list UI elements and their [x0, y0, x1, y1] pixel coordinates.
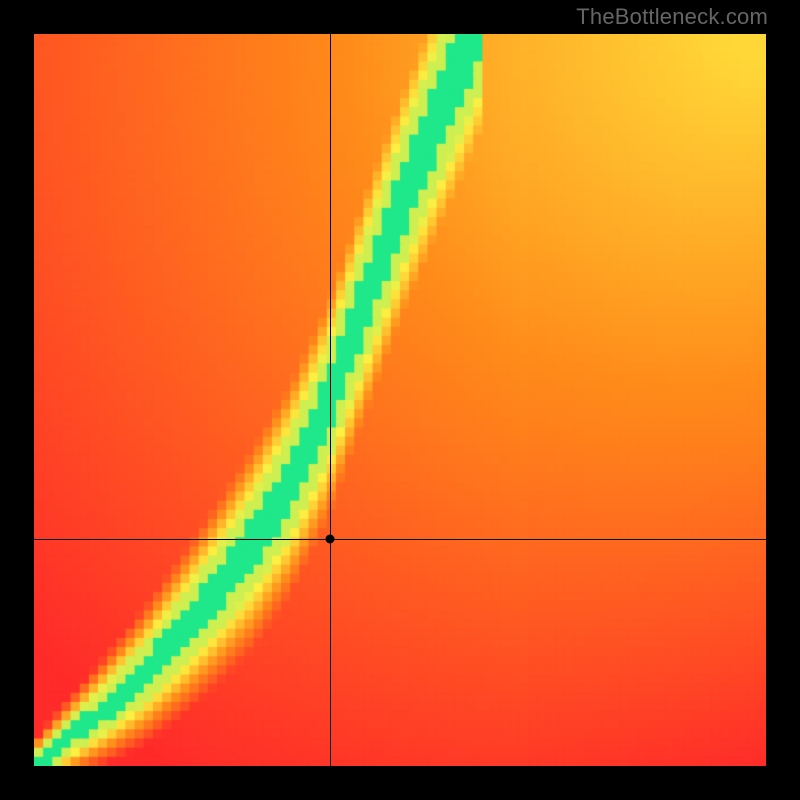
crosshair-vertical [330, 34, 331, 766]
crosshair-horizontal [34, 539, 766, 540]
plot-area [34, 34, 766, 766]
chart-container: TheBottleneck.com [0, 0, 800, 800]
watermark-text: TheBottleneck.com [576, 4, 768, 30]
marker-dot [326, 535, 335, 544]
heatmap-canvas [34, 34, 766, 766]
